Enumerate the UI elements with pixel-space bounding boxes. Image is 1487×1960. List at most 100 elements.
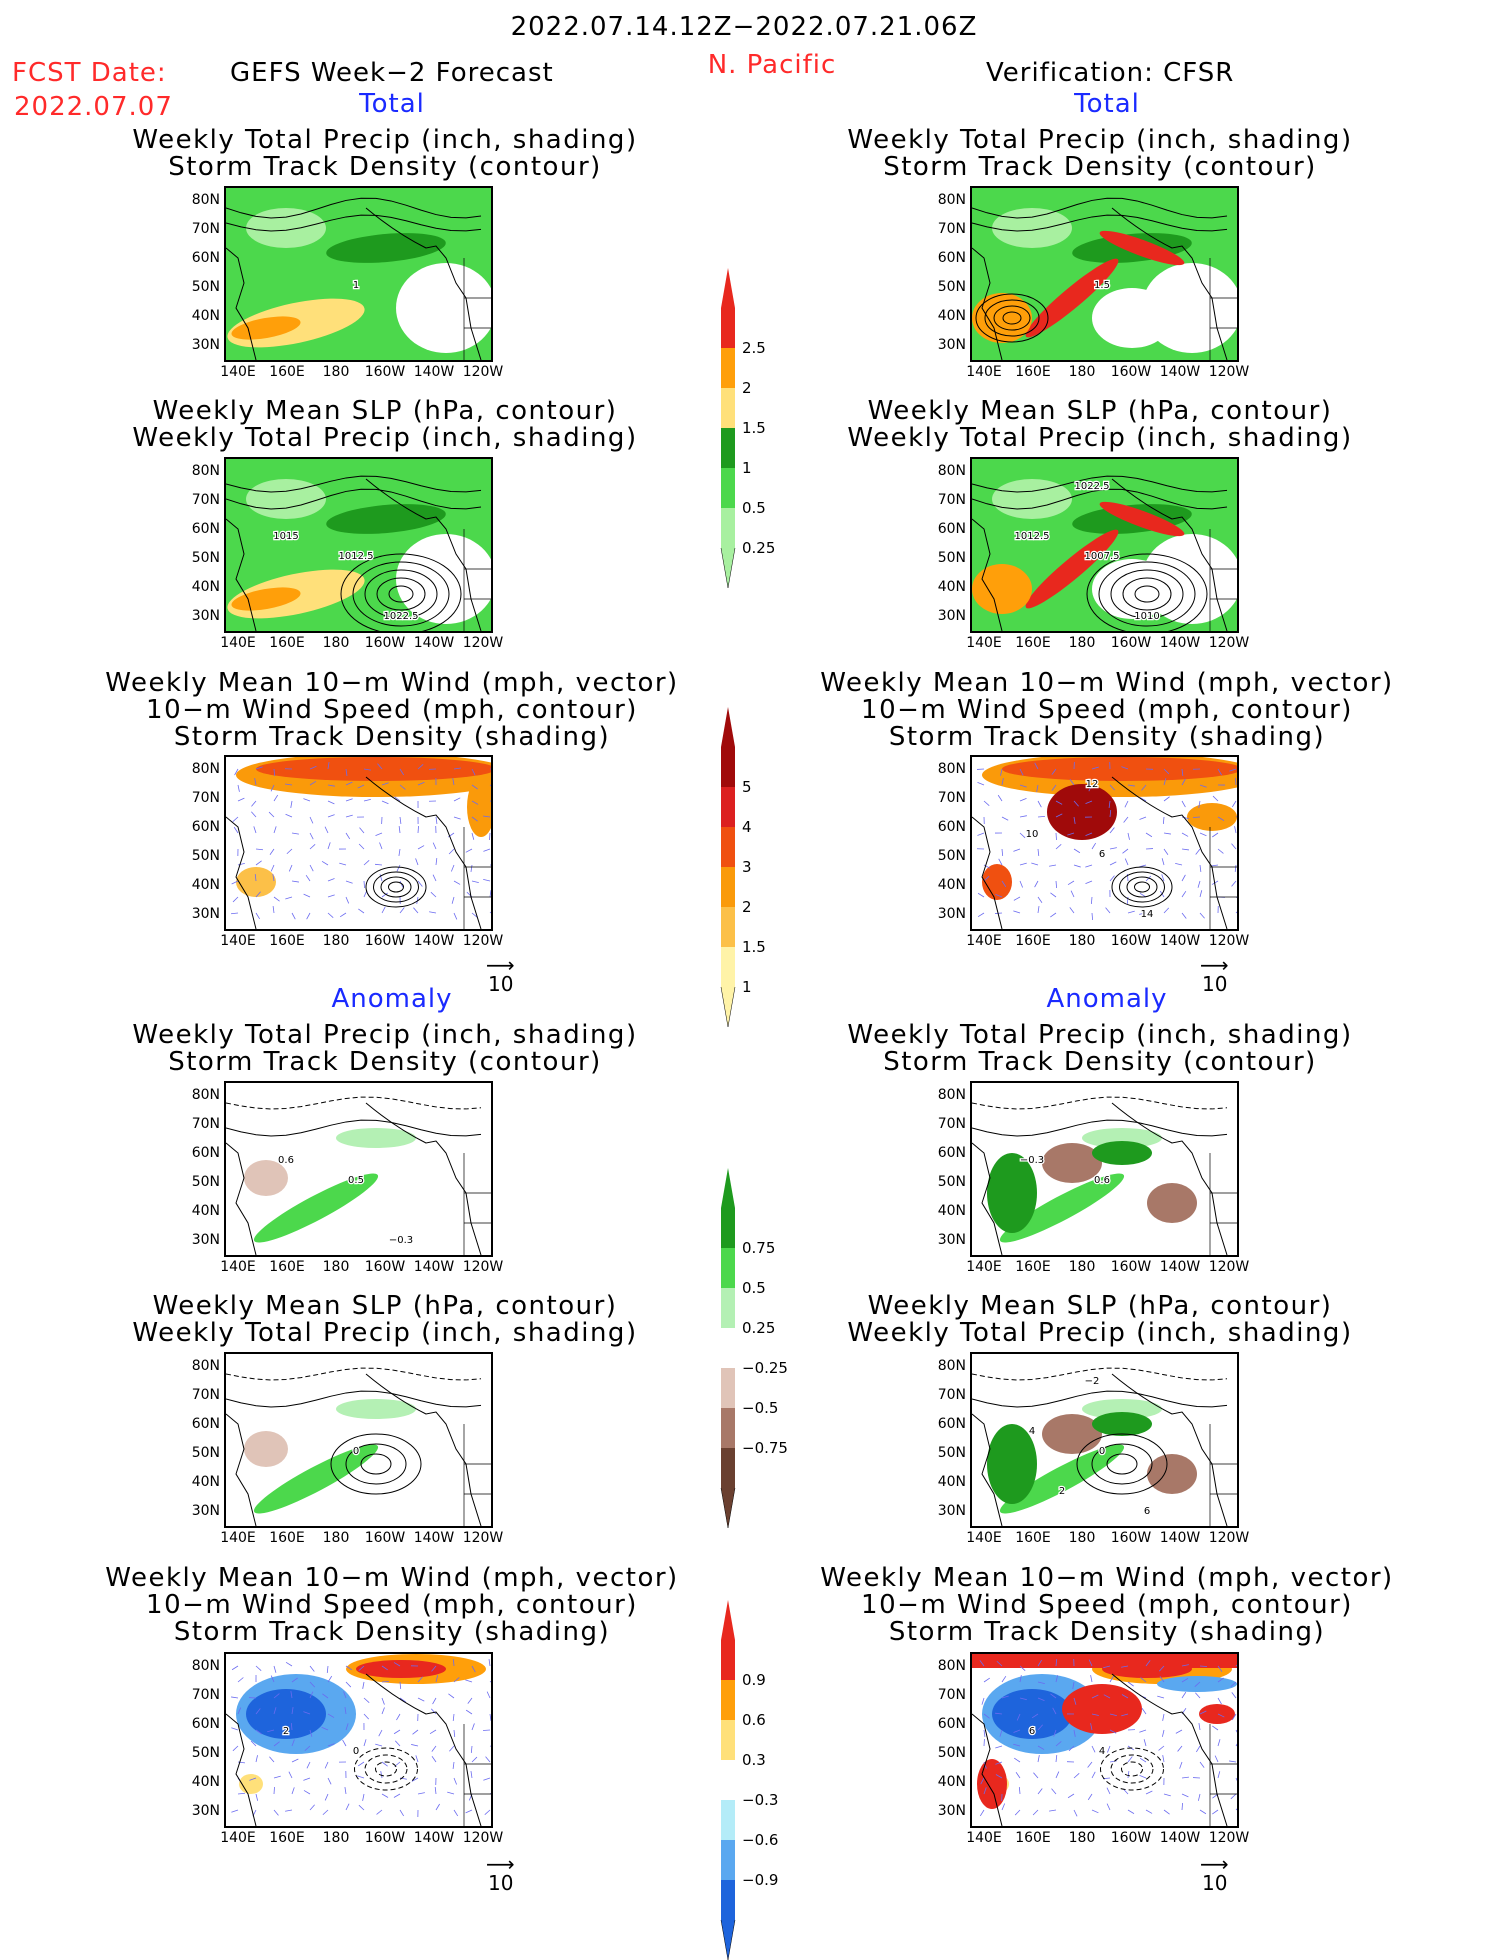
lat-tick-label: 60N bbox=[922, 1416, 966, 1432]
lat-tick-label: 40N bbox=[922, 308, 966, 324]
colorbar-segment bbox=[721, 1680, 735, 1720]
lat-tick-label: 70N bbox=[922, 221, 966, 237]
lat-tick-label: 80N bbox=[176, 463, 220, 479]
lat-tick-label: 60N bbox=[922, 1145, 966, 1161]
lon-tick-label: 160W bbox=[365, 1530, 406, 1546]
contour-label: 1012.5 bbox=[1015, 531, 1050, 542]
lon-tick-label: 180 bbox=[1069, 1530, 1096, 1546]
precip-anomaly-negative bbox=[1147, 1183, 1197, 1223]
lat-tick-label: 70N bbox=[176, 1687, 220, 1703]
colorbar-label: 0.25 bbox=[742, 539, 775, 557]
lon-tick-label: 140W bbox=[414, 1530, 455, 1546]
lat-tick-label: 80N bbox=[922, 463, 966, 479]
colorbar-segment bbox=[721, 787, 735, 827]
lat-tick-label: 50N bbox=[176, 848, 220, 864]
lat-tick-label: 30N bbox=[922, 608, 966, 624]
lon-tick-label: 120W bbox=[1209, 1530, 1250, 1546]
track-anomaly-positive bbox=[972, 1654, 1237, 1668]
lat-tick-label: 40N bbox=[922, 1203, 966, 1219]
lat-tick-label: 40N bbox=[922, 579, 966, 595]
contour-label: 1.5 bbox=[1094, 280, 1110, 291]
vector-reference-left-total: ⟶ 10 bbox=[486, 958, 515, 996]
colorbar-cap bbox=[721, 1488, 735, 1528]
left-anomaly-heading: Anomaly bbox=[331, 984, 452, 1014]
lat-tick-label: 80N bbox=[176, 1658, 220, 1674]
lat-tick-label: 50N bbox=[922, 1174, 966, 1190]
colorbar-segment bbox=[721, 1840, 735, 1880]
lon-tick-label: 120W bbox=[463, 1259, 504, 1275]
left-column-title: GEFS Week−2 Forecast bbox=[230, 58, 554, 88]
lon-tick-label: 140W bbox=[1160, 364, 1201, 380]
lat-tick-label: 30N bbox=[922, 1803, 966, 1819]
colorbar-segment bbox=[721, 867, 735, 907]
lon-tick-label: 160E bbox=[269, 635, 305, 651]
contour-label: 0 bbox=[353, 1746, 359, 1757]
panel-title-left-precip-total: Weekly Total Precip (inch, shading)Storm… bbox=[132, 127, 637, 181]
lon-tick-label: 120W bbox=[1209, 1830, 1250, 1846]
lat-tick-label: 70N bbox=[922, 1687, 966, 1703]
contour-label: 0 bbox=[1099, 1446, 1105, 1457]
fcst-date-label: FCST Date: bbox=[12, 58, 167, 88]
lon-tick-label: 120W bbox=[463, 364, 504, 380]
vector-arrow-icon: ⟶ bbox=[1200, 958, 1229, 972]
colorbar-cap bbox=[721, 268, 735, 308]
lon-tick-label: 180 bbox=[1069, 635, 1096, 651]
wind-vector bbox=[1182, 1803, 1183, 1810]
colorbar-segment bbox=[721, 1368, 735, 1408]
lat-tick-label: 60N bbox=[922, 250, 966, 266]
map-panel-left-precip-total: 1 bbox=[224, 186, 493, 362]
lat-tick-label: 80N bbox=[922, 192, 966, 208]
lat-tick-label: 70N bbox=[176, 221, 220, 237]
light-precip bbox=[992, 479, 1072, 519]
lat-tick-label: 40N bbox=[922, 1774, 966, 1790]
panel-title-right-precip-total: Weekly Total Precip (inch, shading)Storm… bbox=[847, 127, 1352, 181]
colorbar-label: −0.3 bbox=[742, 1791, 778, 1809]
lat-tick-label: 50N bbox=[922, 848, 966, 864]
lon-tick-label: 180 bbox=[323, 933, 350, 949]
panel-title-right-wind-total: Weekly Mean 10−m Wind (mph, vector)10−m … bbox=[820, 670, 1393, 751]
lat-tick-label: 30N bbox=[922, 1232, 966, 1248]
lon-tick-label: 180 bbox=[1069, 1830, 1096, 1846]
lat-tick-label: 70N bbox=[176, 492, 220, 508]
track-anomaly-positive bbox=[356, 1660, 446, 1678]
lat-tick-label: 70N bbox=[176, 790, 220, 806]
lon-tick-label: 160E bbox=[1015, 1259, 1051, 1275]
lon-tick-label: 140W bbox=[1160, 1530, 1201, 1546]
lat-tick-label: 30N bbox=[176, 906, 220, 922]
fcst-date-value: 2022.07.07 bbox=[14, 92, 173, 122]
contour-label: 2 bbox=[1059, 1486, 1065, 1497]
lon-tick-label: 140W bbox=[414, 635, 455, 651]
colorbar-segment bbox=[721, 747, 735, 787]
colorbar-segment bbox=[721, 1248, 735, 1288]
lon-tick-label: 160W bbox=[1111, 1259, 1152, 1275]
lon-tick-label: 140W bbox=[1160, 635, 1201, 651]
lon-tick-label: 160E bbox=[1015, 1830, 1051, 1846]
contour-label: 6 bbox=[1029, 1726, 1035, 1737]
lat-tick-label: 60N bbox=[922, 1716, 966, 1732]
lat-tick-label: 80N bbox=[922, 1358, 966, 1374]
lon-tick-label: 140E bbox=[220, 1259, 256, 1275]
region-title: N. Pacific bbox=[708, 50, 837, 80]
lon-tick-label: 180 bbox=[323, 1530, 350, 1546]
lat-tick-label: 50N bbox=[922, 1445, 966, 1461]
lat-tick-label: 80N bbox=[176, 1087, 220, 1103]
colorbar-label: 0.5 bbox=[742, 499, 766, 517]
lon-tick-label: 160W bbox=[365, 1259, 406, 1275]
colorbar-segment bbox=[721, 1448, 735, 1488]
map-panel-right-precip-anom: 0.6−0.3 bbox=[970, 1081, 1239, 1257]
map-panel-left-slp-anom: 0 bbox=[224, 1352, 493, 1528]
lat-tick-label: 80N bbox=[922, 761, 966, 777]
lon-tick-label: 140W bbox=[1160, 933, 1201, 949]
colorbar-segment bbox=[721, 428, 735, 468]
colorbar-segment bbox=[721, 1640, 735, 1680]
lon-tick-label: 160W bbox=[365, 1830, 406, 1846]
lat-tick-label: 80N bbox=[176, 1358, 220, 1374]
contour-label: 1010 bbox=[1134, 611, 1159, 622]
panel-title-right-slp-anom: Weekly Mean SLP (hPa, contour)Weekly Tot… bbox=[847, 1293, 1352, 1347]
lat-tick-label: 60N bbox=[922, 521, 966, 537]
